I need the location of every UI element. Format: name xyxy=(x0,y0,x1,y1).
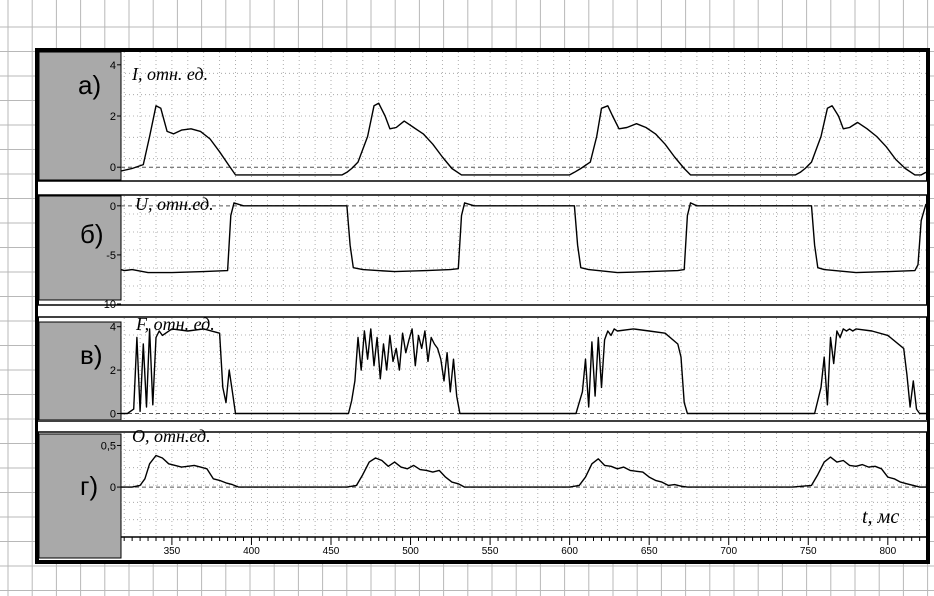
panel-a: а) I, отн. ед. 4 2 0 xyxy=(78,52,927,180)
x-tick-label: 500 xyxy=(402,546,419,557)
panel-v-label-box xyxy=(38,321,122,421)
panel-b-label-box xyxy=(38,195,122,301)
panel-letter: б) xyxy=(80,219,104,249)
y-tick-label: 4 xyxy=(110,60,116,72)
y-tick-label: 0 xyxy=(110,482,116,494)
x-tick-label: 350 xyxy=(164,546,181,557)
x-tick-label: 450 xyxy=(323,546,340,557)
separator-ab xyxy=(38,181,927,195)
y-axis-label: O, отн.ед. xyxy=(132,426,211,446)
x-tick-label: 700 xyxy=(720,546,737,557)
panel-b: б) U, отн.ед. 0 -5 -10 xyxy=(80,194,927,311)
y-tick-label: -10 xyxy=(100,299,116,311)
y-axis-label: U, отн.ед. xyxy=(135,194,214,214)
panel-letter: а) xyxy=(78,70,101,100)
y-tick-label: -5 xyxy=(106,250,116,262)
x-tick-label: 400 xyxy=(243,546,260,557)
x-tick-label: 600 xyxy=(561,546,578,557)
panel-letter: в) xyxy=(80,340,102,370)
separator-bv xyxy=(38,305,927,317)
x-axis-ticks: 350 400 450 500 550 600 650 700 750 800 xyxy=(123,537,921,557)
panel-g-label-box xyxy=(38,433,122,559)
series-line xyxy=(120,102,927,176)
y-tick-label: 0 xyxy=(110,162,116,174)
y-axis-label: I, отн. ед. xyxy=(131,64,208,84)
y-tick-label: 2 xyxy=(110,365,116,377)
y-tick-label: 4 xyxy=(110,322,116,334)
y-axis-label: F, отн. ед. xyxy=(135,314,215,334)
y-tick-label: 0 xyxy=(110,201,116,213)
y-tick-label: 0,5 xyxy=(101,440,116,452)
panel-a-label-box xyxy=(38,51,122,181)
y-tick-label: 0 xyxy=(110,408,116,420)
panel-v: в) F, отн. ед. 4 2 0 xyxy=(80,314,926,420)
x-tick-label: 800 xyxy=(879,546,896,557)
x-tick-label: 650 xyxy=(641,546,658,557)
series-line xyxy=(121,454,926,488)
series-line xyxy=(121,328,926,415)
panel-letter: г) xyxy=(80,471,98,501)
x-tick-label: 750 xyxy=(800,546,817,557)
series-line xyxy=(120,202,927,274)
y-tick-label: 2 xyxy=(110,111,116,123)
x-axis-label: t, мс xyxy=(862,506,899,528)
separator-vg xyxy=(38,420,927,432)
x-tick-label: 550 xyxy=(482,546,499,557)
panel-g: г) O, отн.ед. t, мс 0,5 0 xyxy=(80,426,926,537)
